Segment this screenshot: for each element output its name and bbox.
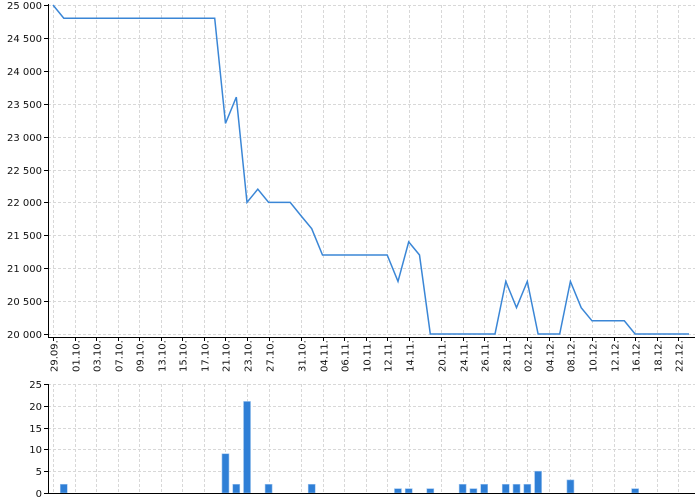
x-tick-label: 07.10. [115, 340, 126, 372]
y-tick-label: 23 000 [7, 133, 42, 144]
y-tick-label: 5 [36, 467, 42, 478]
volume-bar [221, 453, 230, 494]
x-tick-label: 04.12. [546, 340, 557, 372]
volume-bar [631, 488, 639, 494]
y-tick-label: 21 000 [7, 264, 42, 275]
x-tick-label: 06.11. [341, 340, 352, 372]
y-tick-label: 20 [29, 402, 42, 413]
x-tick-label: 28.11. [503, 340, 514, 372]
x-tick-label: 31.10. [298, 340, 309, 372]
x-tick-label: 29.09. [50, 340, 61, 372]
volume-bar [469, 488, 478, 494]
x-tick-label: 16.12. [632, 340, 643, 372]
x-tick-label: 14.11. [406, 340, 417, 372]
x-tick-label: 03.10. [93, 340, 104, 372]
x-tick-label: 20.11. [438, 340, 449, 372]
y-tick-label: 21 500 [7, 231, 42, 242]
volume-bar [566, 479, 575, 494]
x-tick-label: 21.10. [222, 340, 233, 372]
volume-bar [512, 483, 521, 494]
line-chart: 20 000 20 500 21 000 21 500 22 000 22 500 23 0… [7, 1, 695, 372]
x-tick-label: 22.12. [675, 340, 686, 372]
y-tick-label: 15 [29, 424, 42, 435]
y-tick-label: 20 000 [7, 330, 42, 341]
y-tick-label: 22 000 [7, 198, 42, 209]
y-tick-label: 20 500 [7, 297, 42, 308]
volume-bar [534, 470, 542, 494]
x-tick-label: 10.11. [363, 340, 374, 372]
y-tick-label: 10 [29, 445, 42, 456]
y-tick-label: 23 500 [7, 100, 42, 111]
price-line [52, 4, 689, 335]
y-tick-label: 25 000 [7, 1, 42, 12]
volume-bar [264, 483, 273, 494]
x-tick-label: 08.12. [567, 340, 578, 372]
volume-bar [307, 483, 316, 494]
volume-bar [59, 483, 68, 494]
x-tick-label: 04.11. [320, 340, 331, 372]
x-tick-label: 18.12. [654, 340, 665, 372]
volume-bar [426, 488, 435, 494]
x-tick-label: 24.11. [460, 340, 471, 372]
x-tick-label: 27.10. [266, 340, 277, 372]
volume-bar [501, 483, 510, 494]
y-tick-label: 22 500 [7, 166, 42, 177]
volume-bar [394, 488, 402, 494]
y-tick-label: 24 500 [7, 34, 42, 45]
bar-chart: 0 5 10 15 20 25 [29, 380, 695, 500]
x-tick-label: 10.12. [589, 340, 600, 372]
volume-bar [523, 483, 532, 494]
x-tick-label: 13.10. [158, 340, 169, 372]
y-tick-label: 24 000 [7, 67, 42, 78]
y-tick-label: 25 [29, 380, 42, 391]
volume-bar [243, 401, 251, 494]
x-tick-label: 23.10. [244, 340, 255, 372]
volume-bar [404, 488, 413, 494]
volume-bar [458, 483, 467, 494]
x-tick-label: 12.12. [611, 340, 622, 372]
y-tick-label: 0 [36, 489, 42, 500]
volume-bar [232, 483, 241, 494]
volume-bar [480, 483, 489, 494]
x-tick-label: 15.10. [179, 340, 190, 372]
x-tick-label: 01.10. [72, 340, 83, 372]
x-tick-label: 26.11. [481, 340, 492, 372]
x-tick-label: 17.10. [201, 340, 212, 372]
x-tick-label: 09.10. [136, 340, 147, 372]
x-tick-label: 02.12. [524, 340, 535, 372]
x-tick-label: 12.11. [384, 340, 395, 372]
